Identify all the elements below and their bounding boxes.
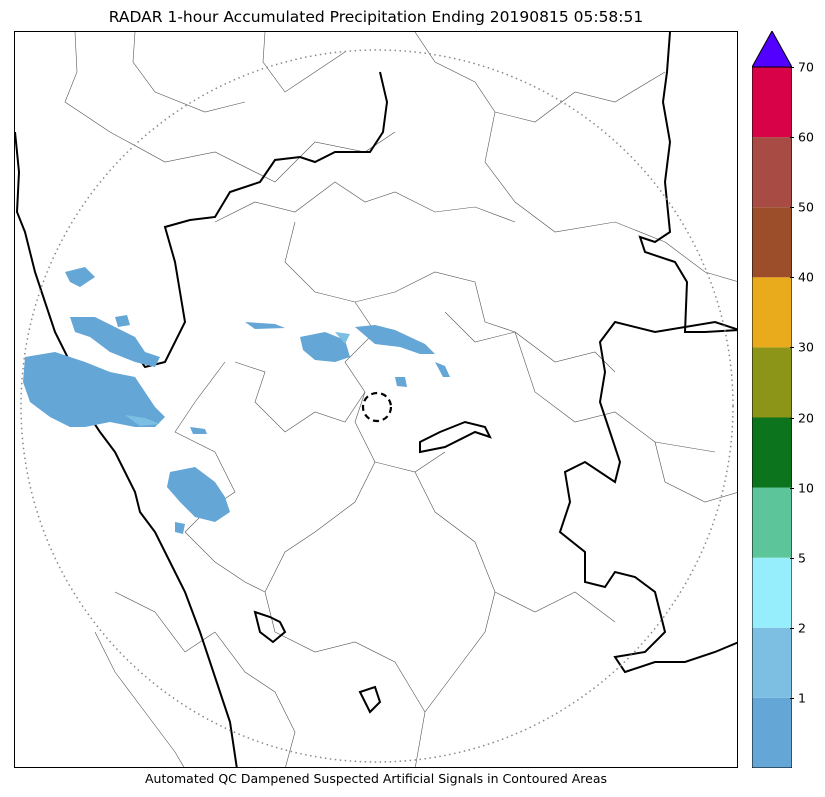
colorbar-tick [790,417,794,419]
colorbar-tick [790,277,794,279]
map-footnote: Automated QC Dampened Suspected Artifici… [144,771,608,786]
colorbar-tick-label: 5 [798,550,806,566]
colorbar-bin [752,137,792,208]
colorbar-bin [752,417,792,488]
map-title: RADAR 1-hour Accumulated Precipitation E… [108,8,644,26]
colorbar-bins [752,67,792,768]
range-ring [20,49,734,763]
colorbar-bin [752,487,792,558]
colorbar-tick-label: 2 [798,620,806,636]
colorbar-tick-label: 50 [798,199,814,215]
precip-areas-light [125,332,350,426]
colorbar-tick [790,207,794,209]
colorbar-tick [790,137,794,139]
colorbar-tick [790,67,794,68]
colorbar-tick-label: 60 [798,129,814,145]
colorbar-bin [752,557,792,628]
colorbar [752,31,792,768]
precip-areas [23,267,450,534]
colorbar-bin [752,347,792,418]
colorbar-bin [752,277,792,348]
colorbar-tick [790,487,794,489]
colorbar-tick [790,627,794,629]
colorbar-tick-label: 40 [798,269,814,285]
colorbar-tick-label: 70 [798,59,814,75]
radar-map [14,31,738,768]
radar-site-marker [361,391,393,423]
colorbar-bin [752,67,792,138]
colorbar-tick [790,347,794,349]
district-boundaries [64,32,737,767]
colorbar-overflow-triangle [752,31,792,68]
colorbar-bin [752,207,792,278]
colorbar-tick [790,697,794,699]
state-boundaries [134,32,737,674]
colorbar-tick-label: 1 [798,690,806,706]
colorbar-bin [752,627,792,698]
coastline [15,131,382,767]
map-canvas [15,32,737,767]
colorbar-tick [790,557,794,559]
colorbar-tick-label: 30 [798,339,814,355]
colorbar-bin [752,697,792,768]
colorbar-tick-label: 20 [798,410,814,425]
colorbar-tick-label: 10 [798,480,814,496]
